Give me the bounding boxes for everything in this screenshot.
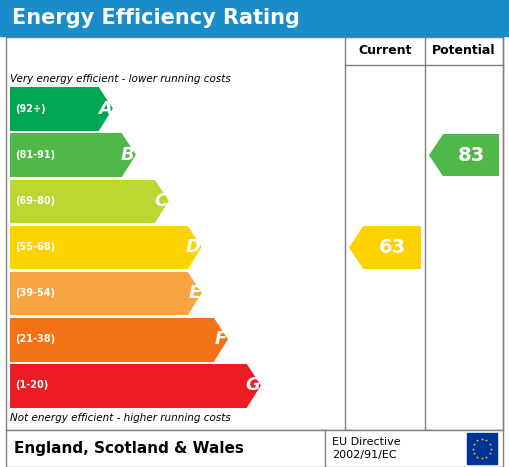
Text: (55-68): (55-68) <box>15 242 55 252</box>
Bar <box>467 433 497 464</box>
Bar <box>10 134 122 177</box>
Bar <box>6 430 503 467</box>
Bar <box>6 37 503 430</box>
Polygon shape <box>122 134 136 177</box>
Text: EU Directive: EU Directive <box>332 437 401 447</box>
Text: 83: 83 <box>458 146 485 165</box>
Text: A: A <box>98 99 112 118</box>
Text: D: D <box>186 238 201 256</box>
Bar <box>363 226 421 269</box>
Polygon shape <box>247 364 261 408</box>
Text: England, Scotland & Wales: England, Scotland & Wales <box>14 441 244 456</box>
Text: Energy Efficiency Rating: Energy Efficiency Rating <box>12 8 300 28</box>
Text: Not energy efficient - higher running costs: Not energy efficient - higher running co… <box>10 413 231 423</box>
Polygon shape <box>155 179 169 223</box>
Polygon shape <box>188 272 202 316</box>
Polygon shape <box>214 318 228 361</box>
Text: Very energy efficient - lower running costs: Very energy efficient - lower running co… <box>10 74 231 84</box>
Bar <box>443 134 499 176</box>
Text: Potential: Potential <box>432 44 496 57</box>
Text: G: G <box>245 376 260 395</box>
Text: C: C <box>155 192 168 210</box>
Text: E: E <box>188 284 201 302</box>
Text: 2002/91/EC: 2002/91/EC <box>332 450 397 460</box>
Text: (1-20): (1-20) <box>15 381 48 390</box>
Polygon shape <box>188 226 202 269</box>
Text: F: F <box>215 330 227 348</box>
Bar <box>0 0 509 36</box>
Polygon shape <box>429 134 443 176</box>
Text: 63: 63 <box>378 238 406 257</box>
Bar <box>10 226 188 269</box>
Bar <box>10 318 214 361</box>
Text: (69-80): (69-80) <box>15 196 55 206</box>
Bar <box>10 179 155 223</box>
Bar <box>10 272 188 316</box>
Polygon shape <box>349 226 363 269</box>
Bar <box>10 87 99 131</box>
Text: (92+): (92+) <box>15 104 46 113</box>
Text: B: B <box>121 146 135 164</box>
Text: Current: Current <box>358 44 412 57</box>
Text: (21-38): (21-38) <box>15 334 55 344</box>
Polygon shape <box>99 87 113 131</box>
Text: (81-91): (81-91) <box>15 150 55 160</box>
Bar <box>10 364 247 408</box>
Text: (39-54): (39-54) <box>15 288 55 298</box>
